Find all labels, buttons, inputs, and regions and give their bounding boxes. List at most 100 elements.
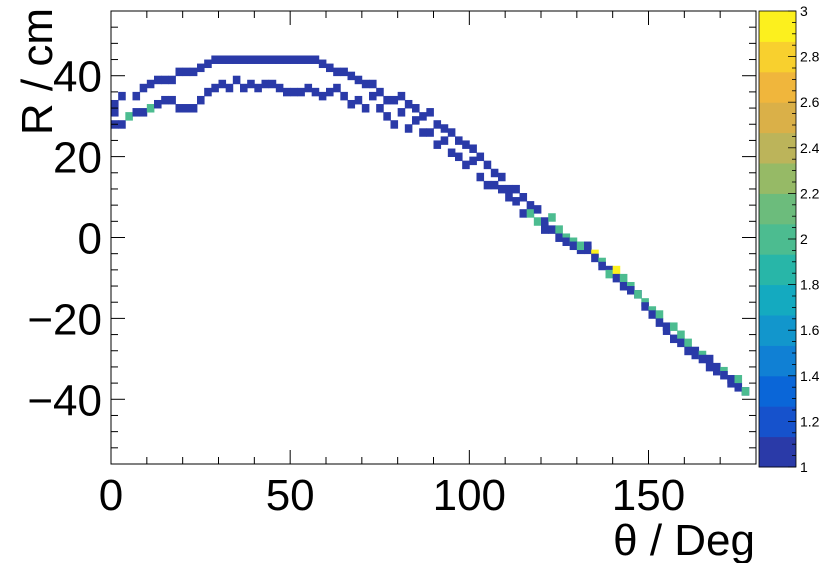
colorbar-tick-label: 1.4 (800, 368, 820, 384)
heatmap-bin (204, 87, 212, 97)
heatmap-bin (397, 108, 406, 117)
heatmap-bin (218, 55, 227, 64)
heatmap-bin (225, 55, 234, 64)
y-axis-title: R / cm (13, 8, 62, 135)
heatmap-bin (354, 95, 363, 105)
heatmap-bin (734, 375, 743, 384)
heatmap-bin (677, 330, 685, 340)
heatmap-bin (404, 124, 413, 133)
heatmap-bin (555, 225, 563, 234)
heatmap-bin (247, 79, 255, 89)
heatmap-bin (490, 168, 499, 178)
heatmap-bin (182, 67, 191, 77)
heatmap-bin (161, 95, 169, 105)
heatmap-bin (240, 55, 248, 64)
heatmap-bin (727, 379, 735, 388)
heatmap-bin (541, 217, 549, 226)
heatmap-bin (146, 79, 155, 89)
heatmap-bin (670, 334, 678, 344)
heatmap-bin (433, 140, 442, 149)
heatmap-bin (261, 79, 270, 89)
colorbar-tick-label: 1 (800, 459, 808, 475)
heatmap-bin (254, 55, 262, 64)
heatmap-bin (397, 91, 406, 101)
heatmap-bin (154, 75, 162, 85)
heatmap-bin (125, 112, 133, 121)
heatmap-bin (369, 91, 377, 101)
heatmap-bin (283, 55, 291, 64)
y-tick-label: 40 (53, 53, 102, 102)
x-tick-label: 150 (612, 471, 685, 520)
heatmap-bin (318, 91, 327, 101)
heatmap-bin (419, 112, 427, 121)
heatmap-bin (612, 273, 621, 283)
colorbar-tick-label: 1.2 (800, 413, 820, 429)
heatmap-bin (498, 184, 506, 194)
heatmap-bin (469, 156, 477, 166)
colorbar-tick-label: 2.4 (800, 140, 820, 156)
heatmap-bin (376, 104, 384, 113)
heatmap-bin (526, 209, 535, 218)
heatmap-bin (412, 116, 420, 125)
heatmap-bin (555, 233, 563, 242)
colorbar-tick-label: 3 (800, 3, 808, 19)
heatmap-bin (412, 104, 420, 113)
heatmap-bin (505, 184, 513, 194)
heatmap-bin (433, 120, 442, 129)
heatmap-bin (290, 87, 298, 97)
heatmap-bin (146, 104, 155, 113)
heatmap-bin (698, 354, 707, 364)
heatmap-bin (283, 87, 291, 97)
heatmap-bin (455, 136, 463, 145)
heatmap-bin (326, 63, 334, 73)
heatmap-bin (275, 83, 284, 93)
colorbar-tick-label: 1.8 (800, 277, 820, 293)
heatmap-bin (268, 55, 277, 64)
heatmap-bin (490, 180, 499, 190)
heatmap-bin (655, 310, 664, 319)
heatmap-bin (462, 160, 470, 170)
heatmap-bin (189, 104, 198, 113)
heatmap-bin (161, 75, 169, 85)
heatmap-bin (670, 322, 678, 331)
heatmap-bin (684, 338, 692, 348)
heatmap-bin (619, 273, 628, 283)
heatmap-bin (419, 128, 427, 137)
heatmap-bin (612, 265, 621, 275)
heatmap-bin (455, 152, 463, 162)
heatmap-bin (326, 87, 334, 97)
heatmap-bin (118, 120, 126, 129)
heatmap-bin (340, 91, 348, 101)
heatmap-bin (447, 148, 456, 158)
heatmap-bin (254, 83, 262, 93)
heatmap-bin (311, 55, 320, 64)
heatmap-bin (376, 87, 384, 97)
heatmap-bin (354, 75, 363, 85)
heatmap-bin (369, 79, 377, 89)
heatmap-bin (182, 104, 191, 113)
heatmap-bin (476, 172, 485, 182)
heatmap-bin (240, 83, 248, 93)
heatmap-bin (139, 108, 148, 117)
heatmap-bin (619, 281, 628, 291)
heatmap-bin (204, 59, 212, 69)
heatmap-bin (634, 290, 642, 299)
heatmap-bin (598, 261, 606, 271)
colorbar-tick-label: 2.2 (800, 185, 820, 201)
colorbar-segment (759, 163, 796, 194)
heatmap-bin (641, 302, 649, 311)
colorbar-segment (759, 254, 796, 286)
heatmap-bin (741, 387, 750, 396)
heatmap-bin (426, 108, 434, 117)
y-tick-label: 0 (78, 215, 102, 264)
heatmap-bin (691, 350, 700, 360)
heatmap-bin (662, 326, 671, 335)
heatmap-bin (512, 197, 520, 206)
heatmap-bin (111, 99, 119, 109)
heatmap-bin (483, 180, 492, 190)
heatmap-bin (275, 55, 284, 64)
heatmap-bin (211, 83, 219, 93)
x-tick-label: 0 (99, 471, 123, 520)
